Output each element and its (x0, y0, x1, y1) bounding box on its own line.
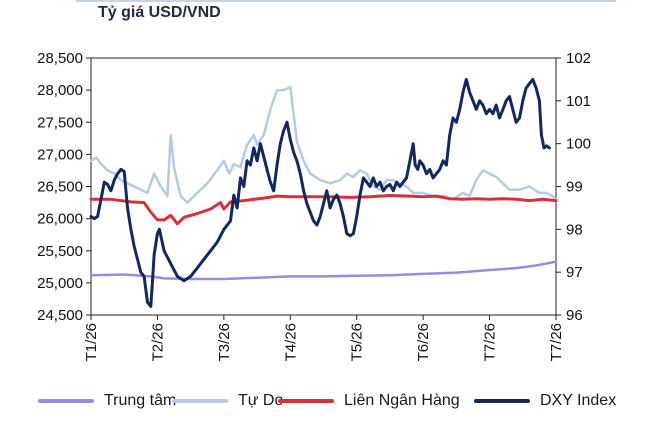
legend-swatch-lien-ngan-hang (278, 399, 334, 403)
x-axis-tick-label: T4/26 (282, 323, 299, 361)
left-axis-tick-label: 26,000 (37, 211, 83, 228)
legend-swatch-trung-tam (38, 399, 94, 403)
left-axis-tick-label: 28,000 (37, 82, 83, 99)
legend-item-tu-do: Tự Do (172, 392, 283, 410)
x-axis-tick-label: T7/26 (482, 323, 499, 361)
x-axis-tick-label: T6/26 (415, 323, 432, 361)
series-line-trung-tam (89, 260, 558, 281)
legend-swatch-dxy-index (474, 399, 530, 403)
legend-item-dxy-index: DXY Index (474, 392, 616, 410)
left-axis-tick-label: 25,500 (37, 243, 83, 260)
right-axis-tick-label: 96 (566, 307, 583, 324)
legend-item-trung-tam: Trung tâm (38, 392, 176, 410)
left-axis-tick-label: 25,000 (37, 275, 83, 292)
legend-item-lien-ngan-hang: Liên Ngân Hàng (278, 392, 460, 410)
x-axis-tick-label: T7/26 (548, 323, 565, 361)
right-axis-tick-label: 100 (566, 136, 591, 153)
series-line-lien-ngan-hang (89, 194, 558, 226)
x-axis-tick-label: T3/26 (216, 323, 233, 361)
legend-label-lien-ngan-hang: Liên Ngân Hàng (344, 392, 460, 409)
x-axis-tick-label: T5/26 (349, 323, 366, 361)
right-axis-tick-label: 97 (566, 264, 583, 281)
top-rule (76, 0, 616, 2)
left-axis-tick-label: 27,500 (37, 114, 83, 131)
series-line-tu-do (89, 85, 558, 204)
legend-swatch-tu-do (172, 399, 228, 403)
legend-label-trung-tam: Trung tâm (104, 392, 177, 409)
right-axis-tick-label: 98 (566, 221, 583, 238)
left-axis-tick-label: 26,500 (37, 179, 83, 196)
right-axis-tick-label: 99 (566, 179, 583, 196)
right-axis-tick-label: 102 (566, 50, 591, 67)
x-axis-tick-label: T2/26 (149, 323, 166, 361)
left-axis-tick-label: 27,000 (37, 146, 83, 163)
chart-legend: Trung tâm Tự Do Liên Ngân Hàng DXY Index (0, 392, 663, 420)
right-axis-tick-label: 101 (566, 93, 591, 110)
left-axis-tick-label: 24,500 (37, 307, 83, 324)
legend-label-tu-do: Tự Do (238, 392, 284, 409)
legend-label-dxy-index: DXY Index (540, 392, 617, 409)
left-axis-tick-label: 28,500 (37, 50, 83, 67)
line-chart: 24,500 25,000 25,500 26,000 26,500 27,000 27,5… (37, 50, 591, 361)
chart-title: Tỷ giá USD/VND (98, 4, 221, 21)
series-line-dxy-index (89, 77, 551, 308)
x-axis-tick-label: T1/26 (83, 323, 100, 361)
